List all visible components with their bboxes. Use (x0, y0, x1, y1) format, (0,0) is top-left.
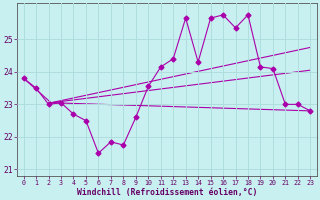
X-axis label: Windchill (Refroidissement éolien,°C): Windchill (Refroidissement éolien,°C) (77, 188, 257, 197)
